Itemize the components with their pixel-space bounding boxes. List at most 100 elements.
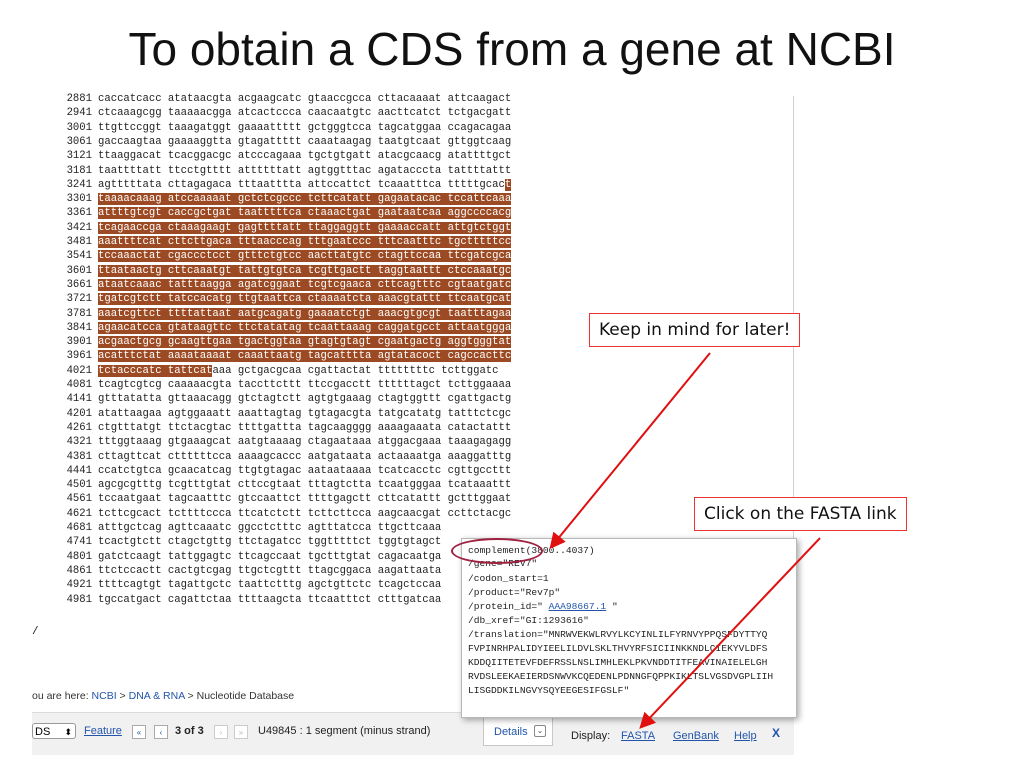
sequence-bases: tcactgtctt ctagctgttg ttctagatcc tggtttt…	[98, 536, 442, 549]
sequence-line: 4741 tcactgtctt ctagctgttg ttctagatcc tgg…	[32, 535, 442, 549]
sequence-line: 4921 ttttcagtgt tagattgctc taattctttg agc…	[32, 578, 442, 592]
breadcrumb-item-ncbi[interactable]: NCBI	[91, 690, 117, 702]
popup-translation-1: /translation="MNRWVEKWLRVYLKCYINLILFYRNV…	[468, 629, 768, 640]
sequence-line: 3361 attttgtcgt caccgctgat taatttttca cta…	[32, 206, 512, 220]
display-label: Display:	[571, 730, 611, 742]
sequence-line: 3241 agtttttata cttagagaca tttaatttta att…	[32, 178, 512, 192]
feature-link[interactable]: Feature	[84, 725, 122, 737]
details-tab[interactable]: Details ⌄	[483, 716, 553, 746]
sequence-line: 4261 ctgtttatgt ttctacgtac ttttgattta tag…	[32, 421, 512, 435]
genbank-link[interactable]: GenBank	[673, 730, 719, 742]
sequence-line: 4861 ttctccactt cactgtcgag ttgctcgttt tta…	[32, 564, 442, 578]
breadcrumb-prefix: ou are here:	[32, 690, 92, 702]
protein-id-link[interactable]: AAA98667.1	[548, 601, 607, 612]
sequence-position: 3481	[66, 236, 92, 248]
popup-translation-3: KDDQIITETEVFDEFRSSLNSLIMHLEKLPKVNDDTITFE…	[468, 657, 768, 668]
last-page-icon[interactable]: »	[234, 725, 248, 739]
sequence-line: 4141 gtttatatta gttaaacagg gtctagtctt agt…	[32, 392, 512, 406]
sequence-end-marker: /	[32, 626, 39, 638]
sequence-cds-highlight: taaaacaaag atccaaaaat gctctcgccc tcttcat…	[98, 193, 512, 206]
breadcrumb: ou are here: NCBI > DNA & RNA > Nucleoti…	[32, 690, 294, 702]
sequence-line: 4381 cttagttcat cttttttcca aaaagcaccc aat…	[32, 450, 512, 464]
select-arrows-icon: ⬍	[64, 727, 72, 737]
sequence-bases: tccaatgaat tagcaatttc gtccaattct ttttgag…	[98, 493, 512, 506]
sequence-position: 3721	[66, 293, 92, 306]
sequence-position: 3901	[66, 336, 92, 349]
sequence-position: 3241	[66, 178, 92, 191]
sequence-bases: ccatctgtca gcaacatcag ttgtgtagac aataata…	[98, 464, 512, 477]
page-indicator: 3 of 3	[175, 725, 204, 737]
arrow-to-fasta-link	[639, 537, 821, 729]
sequence-position: 4921	[66, 579, 92, 592]
sequence-line: 4681 atttgctcag agttcaaatc ggcctctttc agt…	[32, 521, 442, 535]
sequence-bases: atattaagaa agtggaaatt aaattagtag tgtagac…	[98, 407, 512, 420]
sequence-line: 3661 ataatcaaac tatttaagga agatcggaat tcg…	[32, 278, 512, 292]
sequence-bases: agcgcgtttg tcgtttgtat cttccgtaat tttagtc…	[98, 479, 512, 492]
sequence-bases: caccatcacc atataacgta acgaagcatc gtaaccg…	[98, 93, 512, 105]
sequence-line: 3421 tcagaaccga ctaaagaagt gagttttatt tta…	[32, 221, 512, 235]
sequence-cds-highlight: ttaataactg cttcaaatgt tattgtgtca tcgttga…	[98, 264, 512, 277]
sequence-position: 4801	[66, 550, 92, 563]
sequence-bases: gtttatatta gttaaacagg gtctagtctt agtgtga…	[98, 393, 512, 406]
sequence-position: 3421	[66, 221, 92, 234]
breadcrumb-item-dna-rna[interactable]: DNA & RNA	[128, 690, 185, 702]
panel-border	[793, 96, 794, 674]
popup-protein-id: /protein_id=" AAA98667.1 "	[468, 601, 618, 612]
feature-details-popup: complement(3800..4037) /gene="REV7" /cod…	[461, 538, 797, 718]
sequence-position: 3541	[66, 250, 92, 263]
sequence-position: 4501	[66, 479, 92, 492]
sequence-bases: tgccatgact cagattctaa ttttaagcta ttcaatt…	[98, 593, 442, 606]
callout-click-fasta: Click on the FASTA link	[694, 497, 907, 531]
breadcrumb-sep: >	[184, 690, 197, 702]
sequence-position: 3961	[66, 350, 92, 363]
sequence-position: 4861	[66, 564, 92, 577]
feature-type-select[interactable]: DS ⬍	[32, 723, 76, 739]
sequence-position: 4261	[66, 421, 92, 434]
sequence-bases: ttgttccggt taaagatggt gaaaattttt gctgggt…	[98, 121, 512, 134]
sequence-panel: 2881 caccatcacc atataacgta acgaagcatc gta…	[32, 92, 794, 674]
sequence-line: 4081 tcagtcgtcg caaaaacgta taccttcttt ttc…	[32, 378, 512, 392]
prev-page-icon[interactable]: ‹	[154, 725, 168, 739]
popup-translation-5: LISGDDKILNGVYSQYEEGESIFGSLF"	[468, 685, 630, 696]
sequence-position: 3181	[66, 164, 92, 177]
sequence-cds-highlight: aaattttcat cttcttgaca tttaacccag tttgaat…	[98, 236, 512, 248]
sequence-line: 4561 tccaatgaat tagcaatttc gtccaattct ttt…	[32, 492, 512, 506]
sequence-bases: tcagtcgtcg caaaaacgta taccttcttt ttccgac…	[98, 379, 512, 391]
sequence-line: 3001 ttgttccggt taaagatggt gaaaattttt gct…	[32, 121, 512, 135]
close-icon[interactable]: X	[772, 726, 781, 740]
help-link[interactable]: Help	[734, 730, 757, 742]
accession-info: U49845 : 1 segment (minus strand)	[258, 725, 431, 737]
sequence-line: 3781 aaatcgttct ttttattaat aatgcagatg gaa…	[32, 307, 512, 321]
sequence-cds-highlight: acatttctat aaaataaaat caaattaatg tagcatt…	[98, 350, 512, 363]
fasta-link[interactable]: FASTA	[621, 730, 656, 742]
sequence-bases: ctcaaagcgg taaaaacgga atcactccca caacaat…	[98, 107, 512, 120]
sequence-bases: ttaaggacat tcacggacgc atcccagaaa tgctgtg…	[98, 150, 512, 163]
sequence-cds-highlight: aaatcgttct ttttattaat aatgcagatg gaaaatc…	[98, 307, 512, 320]
sequence-cds-highlight: tctacccatc tattcat	[98, 364, 213, 377]
sequence-bases: gatctcaagt tattggagtc ttcagccaat tgctttg…	[98, 550, 442, 563]
first-page-icon[interactable]: «	[132, 725, 146, 739]
popup-db-xref: /db_xref="GI:1293616"	[468, 615, 589, 626]
popup-translation-2: FVPINRHPALIDYIEELILDVLSKLTHVYRFSICIINKKN…	[468, 643, 768, 654]
sequence-bases: tcttcgcact tcttttccca ttcatctctt tcttctt…	[98, 507, 512, 520]
sequence-position: 4381	[66, 450, 92, 463]
sequence-line: 4321 tttggtaaag gtgaaagcat aatgtaaaag cta…	[32, 435, 512, 449]
sequence-line: 3601 ttaataactg cttcaaatgt tattgtgtca tcg…	[32, 264, 512, 278]
sequence-line: 3301 taaaacaaag atccaaaaat gctctcgccc tct…	[32, 192, 512, 206]
sequence-position: 3001	[66, 121, 92, 134]
popup-codon-start: /codon_start=1	[468, 573, 549, 584]
breadcrumb-sep: >	[116, 690, 129, 702]
sequence-cds-highlight: agaacatcca gtataagttc ttctatatag tcaatta…	[98, 321, 512, 334]
sequence-line: 3481 aaattttcat cttcttgaca tttaacccag ttt…	[32, 235, 512, 249]
sequence-bases: cttagttcat cttttttcca aaaagcaccc aatgata…	[98, 450, 512, 463]
sequence-cds-highlight: ataatcaaac tatttaagga agatcggaat tcgtcga…	[98, 278, 512, 291]
sequence-bases: aaa gctgacgcaa cgattactat ttttttttc tctt…	[212, 364, 499, 377]
sequence-cds-highlight: tccaaactat cgaccctcct gtttctgtcc aacttat…	[98, 250, 512, 263]
sequence-cds-highlight: acgaactgcg gcaagttgaa tgactggtaa gtagtgt…	[98, 336, 512, 349]
navigation-toolbar: DS ⬍ Feature « ‹ 3 of 3 › » U49845 : 1 s…	[32, 712, 794, 755]
sequence-line: 2881 caccatcacc atataacgta acgaagcatc gta…	[32, 92, 512, 106]
sequence-position: 4621	[66, 507, 92, 520]
sequence-line: 3961 acatttctat aaaataaaat caaattaatg tag…	[32, 349, 512, 363]
next-page-icon[interactable]: ›	[214, 725, 228, 739]
arrow-to-complement	[549, 352, 711, 550]
